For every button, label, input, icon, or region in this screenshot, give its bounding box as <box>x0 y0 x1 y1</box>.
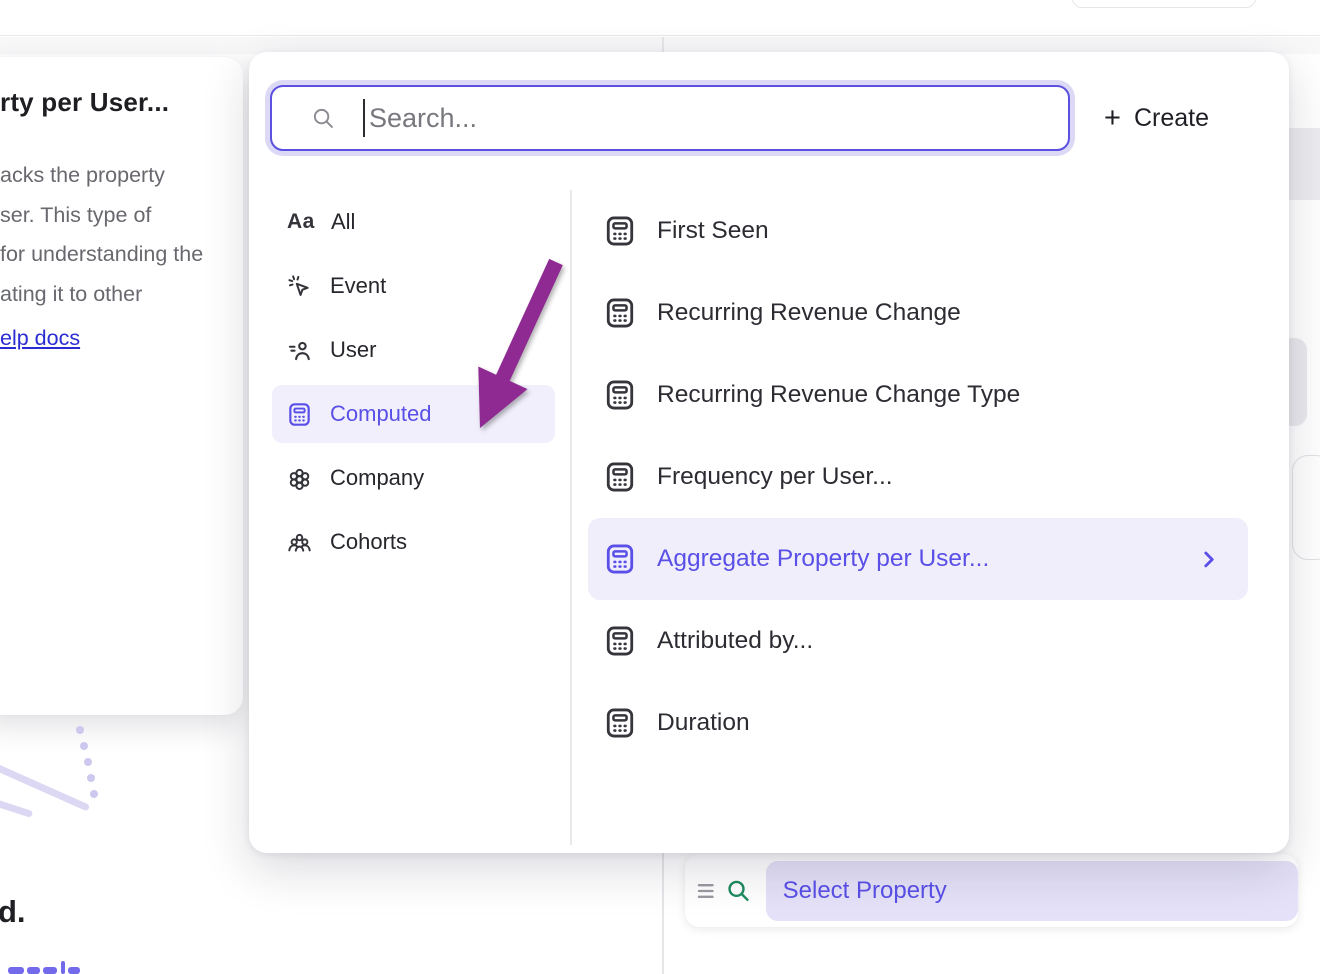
search-field[interactable] <box>270 85 1070 151</box>
property-list: First Seen Recurring Revenue Change Recu… <box>588 190 1248 764</box>
category-sidebar: Aa All Event User <box>272 193 555 577</box>
background-card-partial <box>1292 455 1320 560</box>
calculator-icon <box>606 708 634 738</box>
property-picker-popover: + Create Aa All Event <box>249 52 1289 853</box>
people-group-icon <box>288 533 311 552</box>
calculator-icon <box>606 298 634 328</box>
category-item-event[interactable]: Event <box>272 257 555 315</box>
calculator-icon <box>289 402 310 426</box>
property-item-attributed-by[interactable]: Attributed by... <box>588 600 1248 682</box>
category-item-user[interactable]: User <box>272 321 555 379</box>
property-item-aggregate-property-per-user[interactable]: Aggregate Property per User... <box>588 518 1248 600</box>
create-button[interactable]: + Create <box>1104 98 1209 138</box>
popover-divider <box>570 190 572 845</box>
text-caret <box>363 99 365 137</box>
decorative-dot <box>87 774 95 782</box>
property-item-recurring-revenue-change-type[interactable]: Recurring Revenue Change Type <box>588 354 1248 436</box>
decorative-dot <box>80 742 88 750</box>
calculator-icon <box>606 462 634 492</box>
calculator-icon <box>606 626 634 656</box>
decorative-dot <box>90 790 98 798</box>
property-item-recurring-revenue-change[interactable]: Recurring Revenue Change <box>588 272 1248 354</box>
property-tooltip-card: rty per User... acks the property ser. T… <box>0 57 243 715</box>
property-item-first-seen[interactable]: First Seen <box>588 190 1248 272</box>
decorative-line <box>0 787 34 818</box>
calculator-icon <box>606 216 634 246</box>
category-item-computed[interactable]: Computed <box>272 385 555 443</box>
company-cluster-icon <box>289 468 310 490</box>
chevron-right-icon <box>1204 551 1214 568</box>
search-input[interactable] <box>369 102 1068 134</box>
create-button-label: Create <box>1133 103 1209 132</box>
drag-handle-icon[interactable] <box>697 880 716 902</box>
clipped-sentence-end: d. <box>0 894 26 929</box>
calculator-icon <box>606 380 634 410</box>
tooltip-body: acks the property ser. This type of for … <box>0 156 229 314</box>
decorative-dot <box>76 726 84 734</box>
plus-icon: + <box>1104 101 1121 134</box>
search-property-icon <box>728 880 750 901</box>
tooltip-title: rty per User... <box>0 87 170 117</box>
tooltip-line: ser. This type of <box>0 202 152 227</box>
property-item-frequency-per-user[interactable]: Frequency per User... <box>588 436 1248 518</box>
property-selector-bar: Select Property <box>685 854 1298 927</box>
select-property-label: Select Property <box>782 876 947 904</box>
decorative-dot <box>84 758 92 766</box>
select-property-button[interactable]: Select Property <box>765 860 1298 921</box>
category-item-cohorts[interactable]: Cohorts <box>272 513 555 571</box>
background-row-band <box>1283 128 1320 200</box>
decorative-line <box>0 752 91 812</box>
search-icon <box>313 108 333 128</box>
tooltip-line: acks the property <box>0 163 165 187</box>
cursor-click-icon <box>288 274 309 296</box>
help-docs-link[interactable]: elp docs <box>0 326 81 350</box>
text-aa-icon: Aa <box>287 210 315 233</box>
property-item-duration[interactable]: Duration <box>588 682 1248 764</box>
person-list-icon <box>288 341 310 360</box>
sub-header-band <box>0 37 1320 54</box>
tooltip-line: for understanding the <box>0 242 204 266</box>
category-item-company[interactable]: Company <box>272 449 555 507</box>
category-item-all[interactable]: Aa All <box>287 209 356 234</box>
calculator-icon <box>606 544 634 574</box>
tooltip-line: ating it to other <box>0 281 143 306</box>
background-button-partial <box>1072 0 1256 8</box>
